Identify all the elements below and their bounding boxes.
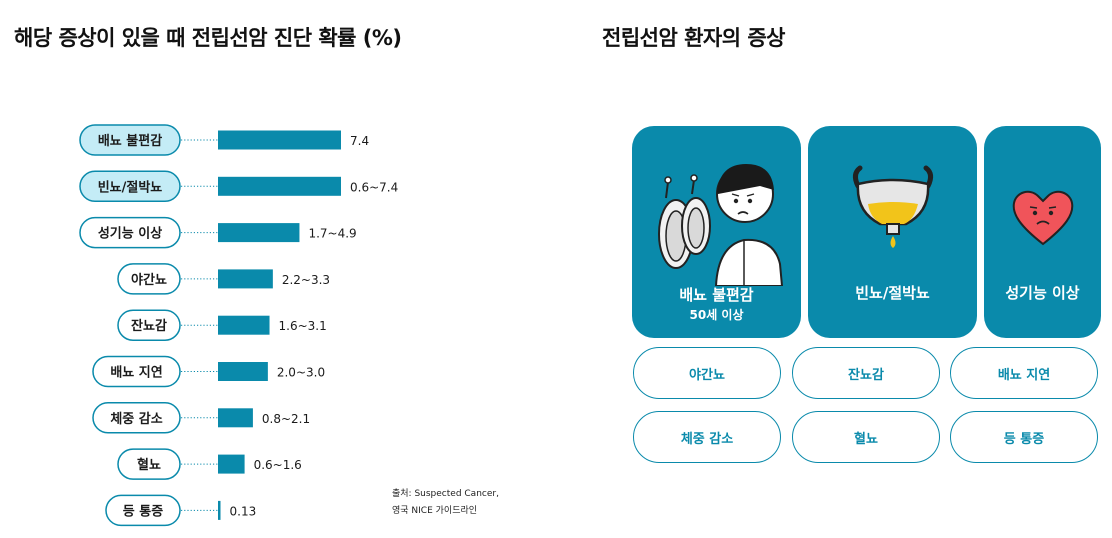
card-sublabel: 50세 이상 [689, 308, 744, 322]
symptom-card-urination-discomfort: 배뇨 불편감 50세 이상 [632, 126, 801, 338]
category-pill [79, 170, 181, 203]
symptom-chip-back-pain: 등 통증 [950, 411, 1098, 463]
chart-title: 해당 증상이 있을 때 전립선암 진단 확률 (%) [14, 26, 402, 50]
sad-heart-icon [1012, 190, 1074, 246]
symptom-chip-weight-loss: 체중 감소 [633, 411, 781, 463]
card-label: 성기능 이상 [1005, 284, 1080, 302]
bar [218, 269, 273, 289]
value-label: 2.2~3.3 [282, 273, 330, 287]
value-label: 2.0~3.0 [277, 366, 325, 380]
category-label: 성기능 이상 [98, 226, 162, 242]
toilet-man-icon [658, 164, 784, 286]
symptom-chip-hematuria: 혈뇨 [792, 411, 940, 463]
value-label: 1.7~4.9 [308, 227, 356, 241]
category-label: 체중 감소 [110, 412, 162, 427]
source-line-1: 출처: Suspected Cancer, [392, 489, 499, 499]
category-label: 빈뇨/절박뇨 [98, 179, 163, 195]
category-label: 등 통증 [123, 504, 163, 519]
category-label: 배뇨 지연 [110, 365, 162, 381]
symptom-chip-nocturia: 야간뇨 [633, 347, 781, 399]
source-note: 출처: Suspected Cancer, 영국 NICE 가이드라인 [392, 486, 499, 520]
probability-bar-chart: 배뇨 불편감 7.4 빈뇨/절박뇨 0.6~7.4 성기능 이상 1.7~4.9 야간뇨 2.… [79, 124, 398, 527]
category-pill [117, 448, 181, 480]
bar [218, 362, 268, 381]
bar [218, 315, 270, 335]
bar [218, 176, 341, 196]
category-label: 배뇨 불편감 [98, 133, 162, 149]
category-pill [92, 402, 181, 434]
bar [218, 223, 300, 243]
category-pill [79, 124, 181, 156]
category-pill [79, 216, 181, 249]
value-label: 0.6~1.6 [254, 458, 302, 472]
category-label: 혈뇨 [137, 457, 161, 473]
value-label: 0.6~7.4 [350, 180, 398, 194]
bladder-icon [852, 165, 934, 248]
category-label: 잔뇨감 [131, 318, 167, 334]
symptom-chip-hesitancy: 배뇨 지연 [950, 347, 1098, 399]
category-label: 야간뇨 [131, 272, 167, 288]
value-label: 7.4 [350, 134, 369, 148]
category-pill [92, 355, 181, 388]
value-label: 1.6~3.1 [279, 319, 327, 333]
bar [218, 130, 341, 150]
bar [218, 454, 245, 474]
symptom-card-sexual-dysfunction: 성기능 이상 [984, 126, 1101, 338]
bar [218, 408, 253, 428]
category-pill [117, 263, 181, 295]
source-line-2: 영국 NICE 가이드라인 [392, 506, 478, 516]
bar [218, 500, 221, 520]
value-label: 0.13 [230, 504, 257, 518]
category-pill [105, 494, 181, 527]
category-pill [117, 309, 181, 341]
panel-title: 전립선암 환자의 증상 [602, 26, 786, 50]
card-label: 빈뇨/절박뇨 [855, 284, 930, 302]
value-label: 0.8~2.1 [262, 412, 310, 426]
symptom-chip-residual-urine: 잔뇨감 [792, 347, 940, 399]
symptom-card-frequency-urgency: 빈뇨/절박뇨 [808, 126, 977, 338]
card-label: 배뇨 불편감 [679, 286, 754, 304]
